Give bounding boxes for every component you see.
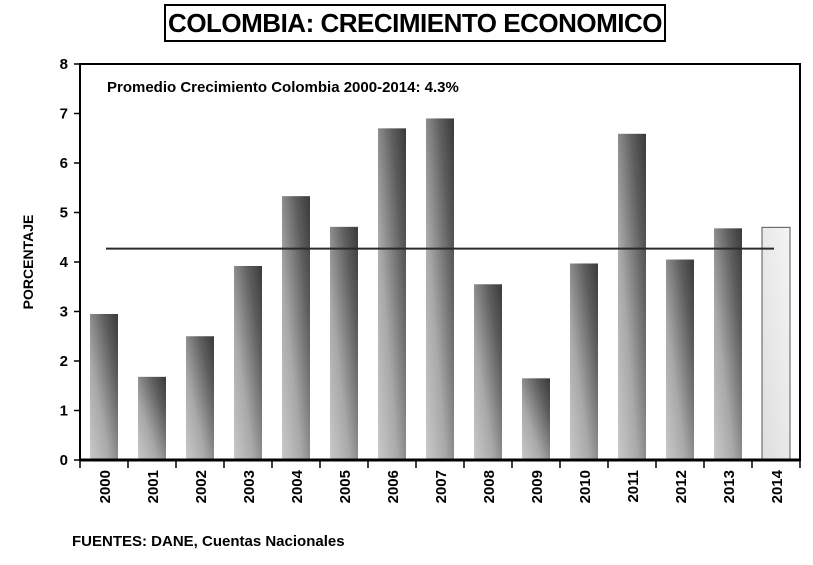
bar-2007 xyxy=(426,118,454,460)
bar-2004 xyxy=(282,196,310,461)
x-tick-label: 2011 xyxy=(625,470,642,503)
y-tick-label: 7 xyxy=(60,106,68,123)
y-tick-label: 8 xyxy=(60,56,68,73)
x-tick-label: 2010 xyxy=(577,470,594,503)
bar-2012 xyxy=(666,259,694,460)
bar-2013 xyxy=(714,228,742,460)
y-axis-label: PORCENTAJE xyxy=(20,215,36,310)
x-tick-label: 2007 xyxy=(433,470,450,503)
x-tick-label: 2009 xyxy=(529,470,546,503)
bar-2006 xyxy=(378,128,406,460)
x-tick-label: 2002 xyxy=(193,470,210,503)
bar-2005 xyxy=(330,226,358,460)
x-tick-label: 2006 xyxy=(385,470,402,503)
bar-2011 xyxy=(618,133,646,461)
y-tick-label: 1 xyxy=(60,403,68,420)
x-tick-label: 2000 xyxy=(97,470,114,503)
source-note: FUENTES: DANE, Cuentas Nacionales xyxy=(72,533,345,550)
y-tick-label: 0 xyxy=(60,452,68,469)
bar-2010 xyxy=(570,263,598,460)
x-tick-label: 2003 xyxy=(241,470,258,503)
x-tick-label: 2013 xyxy=(721,470,738,503)
x-tick-label: 2004 xyxy=(289,469,306,503)
bar-2008 xyxy=(474,284,502,460)
x-tick-label: 2014 xyxy=(769,469,786,503)
x-tick-label: 2005 xyxy=(337,470,354,503)
bar-2001 xyxy=(138,376,166,460)
bar-2000 xyxy=(90,313,118,460)
y-tick-label: 3 xyxy=(60,304,68,321)
x-tick-label: 2008 xyxy=(481,470,498,503)
bar-2003 xyxy=(234,265,262,460)
y-tick-label: 6 xyxy=(60,155,68,172)
y-tick-label: 5 xyxy=(60,205,68,222)
x-tick-label: 2001 xyxy=(145,470,162,503)
bar-2009 xyxy=(522,378,550,460)
y-tick-label: 2 xyxy=(60,353,68,370)
y-tick-label: 4 xyxy=(60,254,69,271)
chart-title: COLOMBIA: CRECIMIENTO ECONOMICO xyxy=(164,4,666,42)
bar-2014 xyxy=(761,226,791,461)
average-annotation: Promedio Crecimiento Colombia 2000-2014:… xyxy=(107,79,459,96)
bar-2002 xyxy=(186,336,214,460)
x-tick-label: 2012 xyxy=(673,470,690,503)
